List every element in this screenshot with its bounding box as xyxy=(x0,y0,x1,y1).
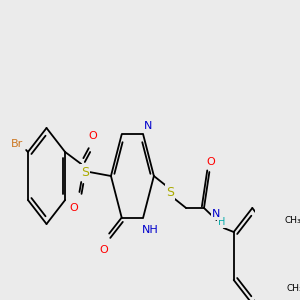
Text: O: O xyxy=(70,203,78,213)
Text: O: O xyxy=(88,131,97,141)
Text: H: H xyxy=(218,217,226,227)
Text: NH: NH xyxy=(142,225,159,235)
Text: O: O xyxy=(207,157,215,167)
Text: O: O xyxy=(99,244,108,255)
Text: N: N xyxy=(212,209,221,219)
Text: S: S xyxy=(81,166,89,178)
Text: N: N xyxy=(144,122,153,131)
Text: S: S xyxy=(166,185,174,199)
Text: Br: Br xyxy=(11,139,23,149)
Text: CH₃: CH₃ xyxy=(284,215,300,224)
Text: CH₃: CH₃ xyxy=(286,284,300,292)
